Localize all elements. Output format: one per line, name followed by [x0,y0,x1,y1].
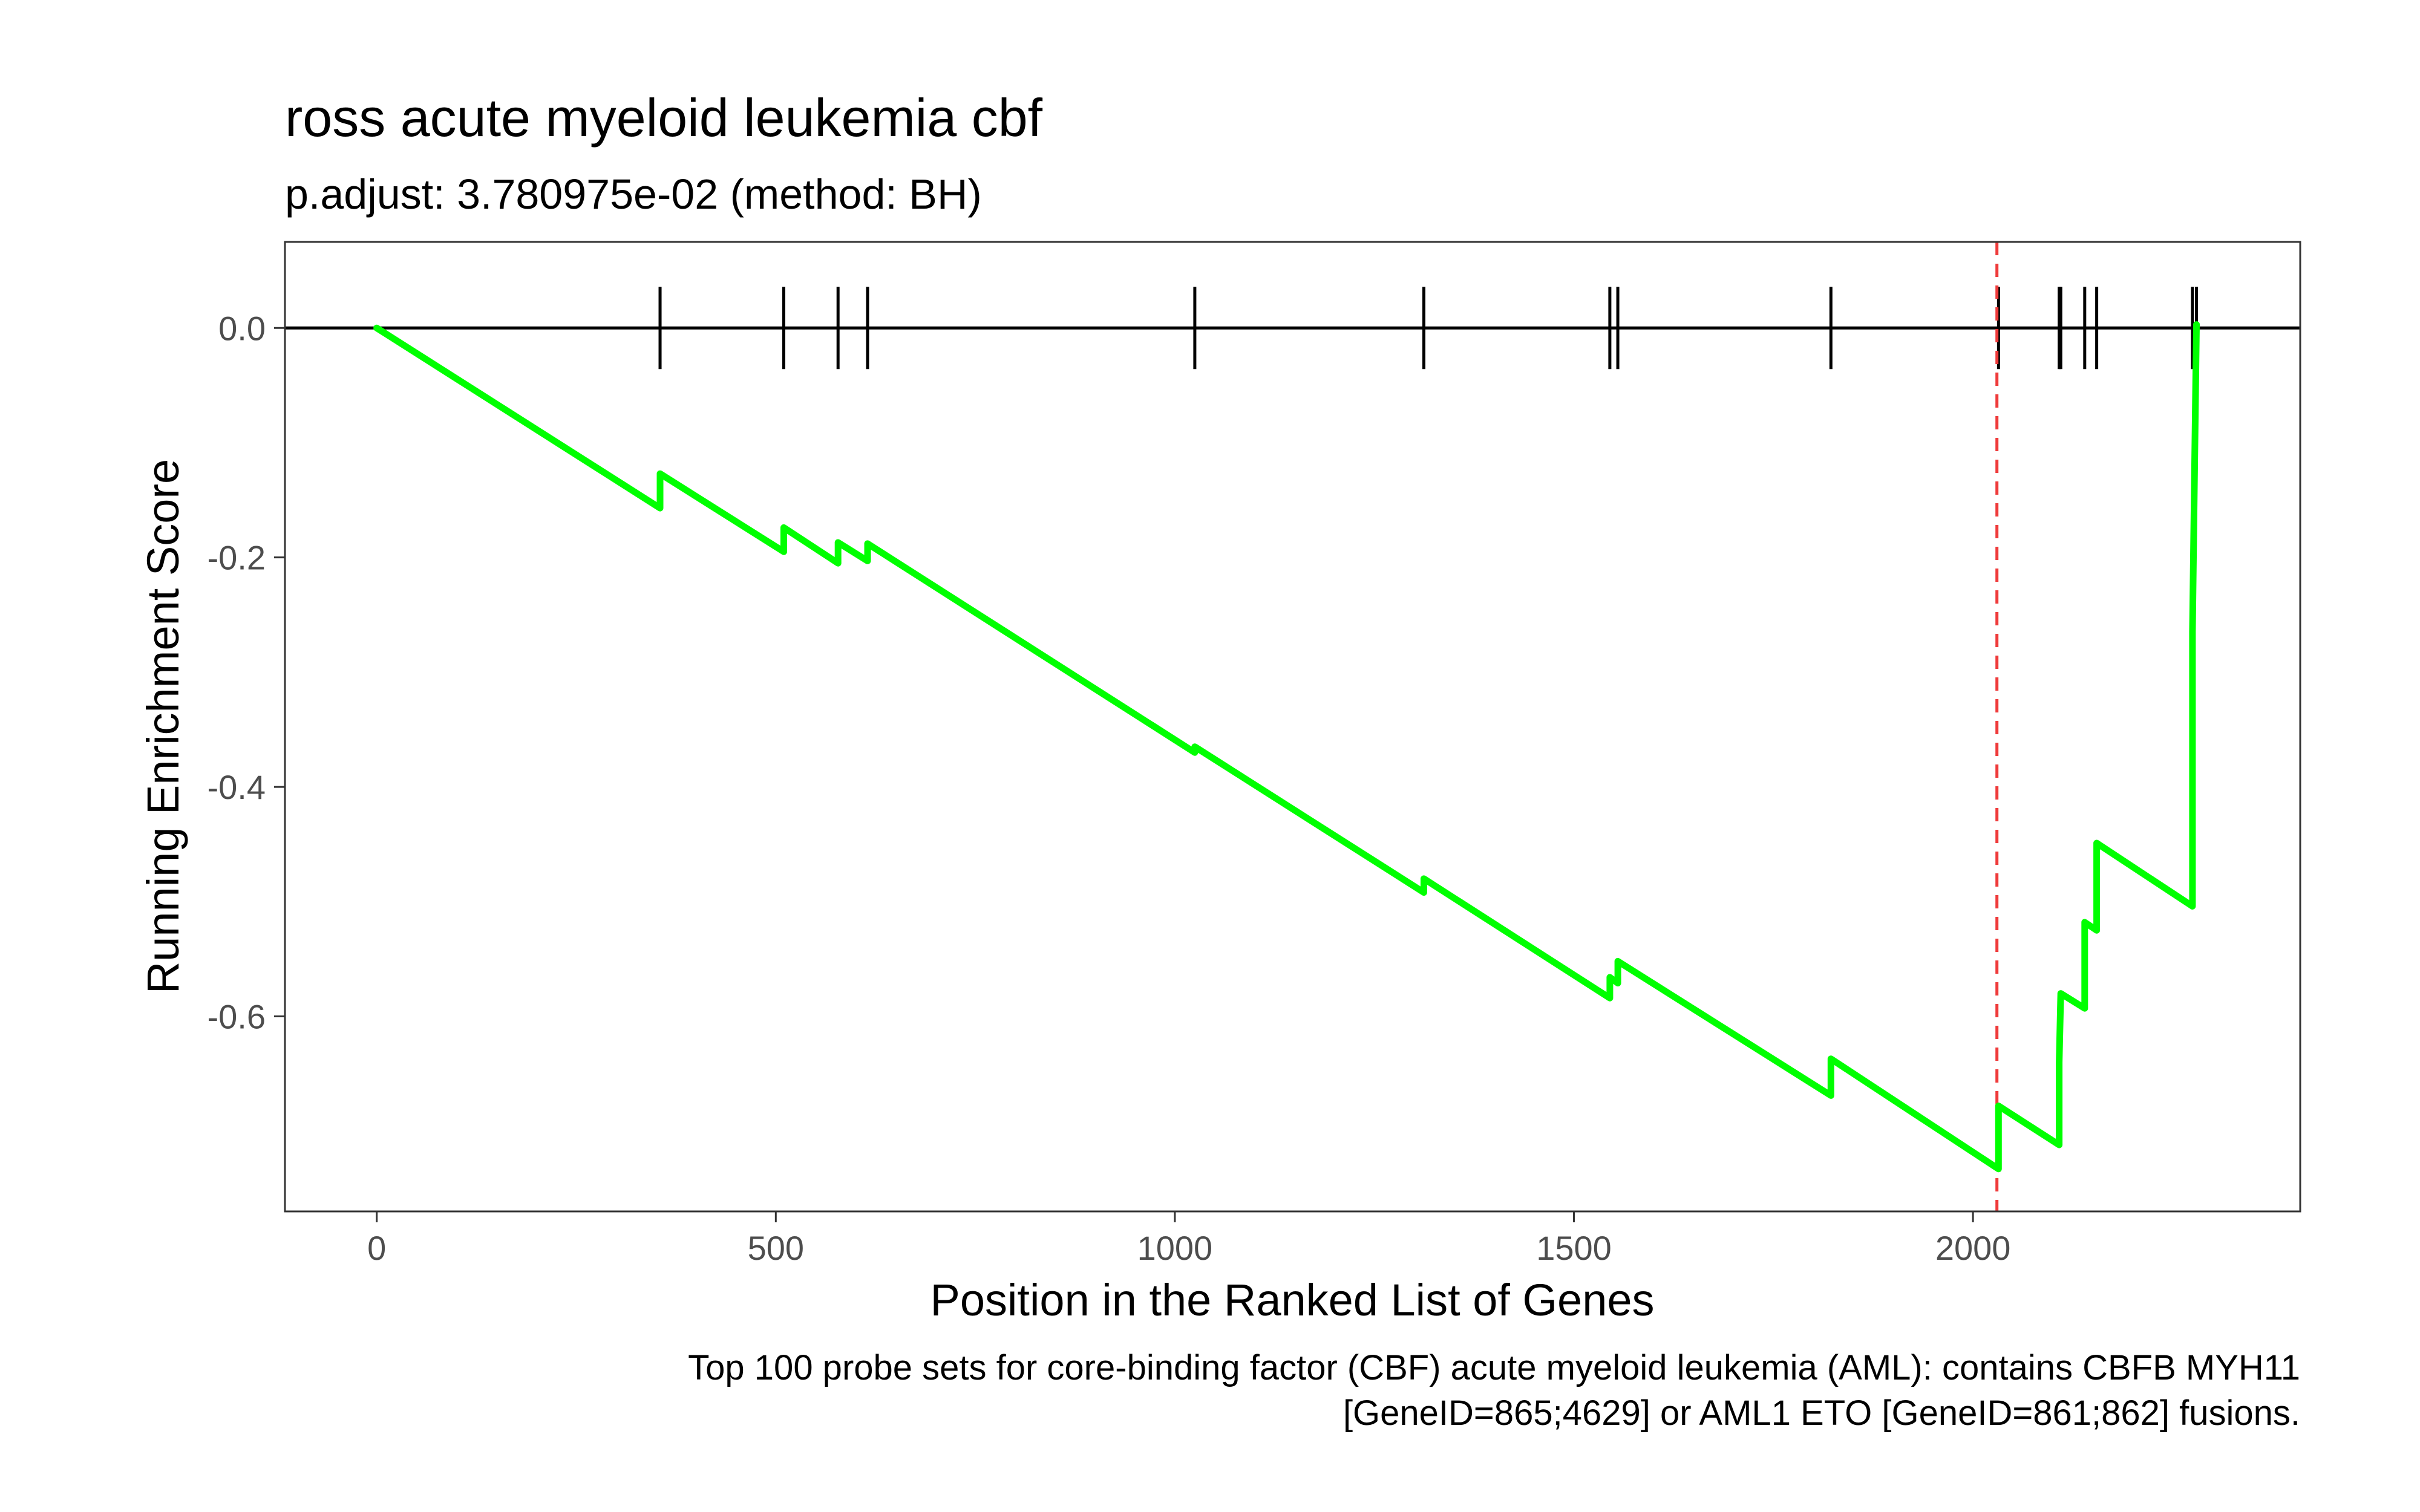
y-axis: 0.0 -0.2 -0.4 -0.6 [208,309,285,1036]
chart-title: ross acute myeloid leukemia cbf [285,88,1043,148]
caption-line-1: Top 100 probe sets for core-binding fact… [688,1348,2300,1387]
plot-panel [285,242,2300,1211]
x-tick-label: 1500 [1536,1229,1612,1267]
x-tick-label: 0 [367,1229,386,1267]
series-layer [373,321,2200,1173]
y-tick-label: -0.6 [208,998,266,1036]
y-tick-label: 0.0 [218,309,266,347]
x-axis: 0 500 1000 1500 2000 [367,1211,2010,1267]
x-tick-label: 500 [748,1229,804,1267]
caption-line-2: [GeneID=865;4629] or AML1 ETO [GeneID=86… [1343,1393,2300,1433]
x-tick-label: 2000 [1935,1229,2011,1267]
x-axis-label: Position in the Ranked List of Genes [930,1275,1654,1325]
y-tick-label: -0.4 [208,768,266,806]
y-tick-label: -0.2 [208,539,266,577]
panel-border [284,241,2301,1213]
y-axis-label: Running Enrichment Score [138,459,188,994]
gene-hit-marks [658,287,2199,370]
running-score-line [373,321,2200,1173]
x-tick-label: 1000 [1137,1229,1213,1267]
chart-subtitle: p.adjust: 3.780975e-02 (method: BH) [285,171,982,218]
